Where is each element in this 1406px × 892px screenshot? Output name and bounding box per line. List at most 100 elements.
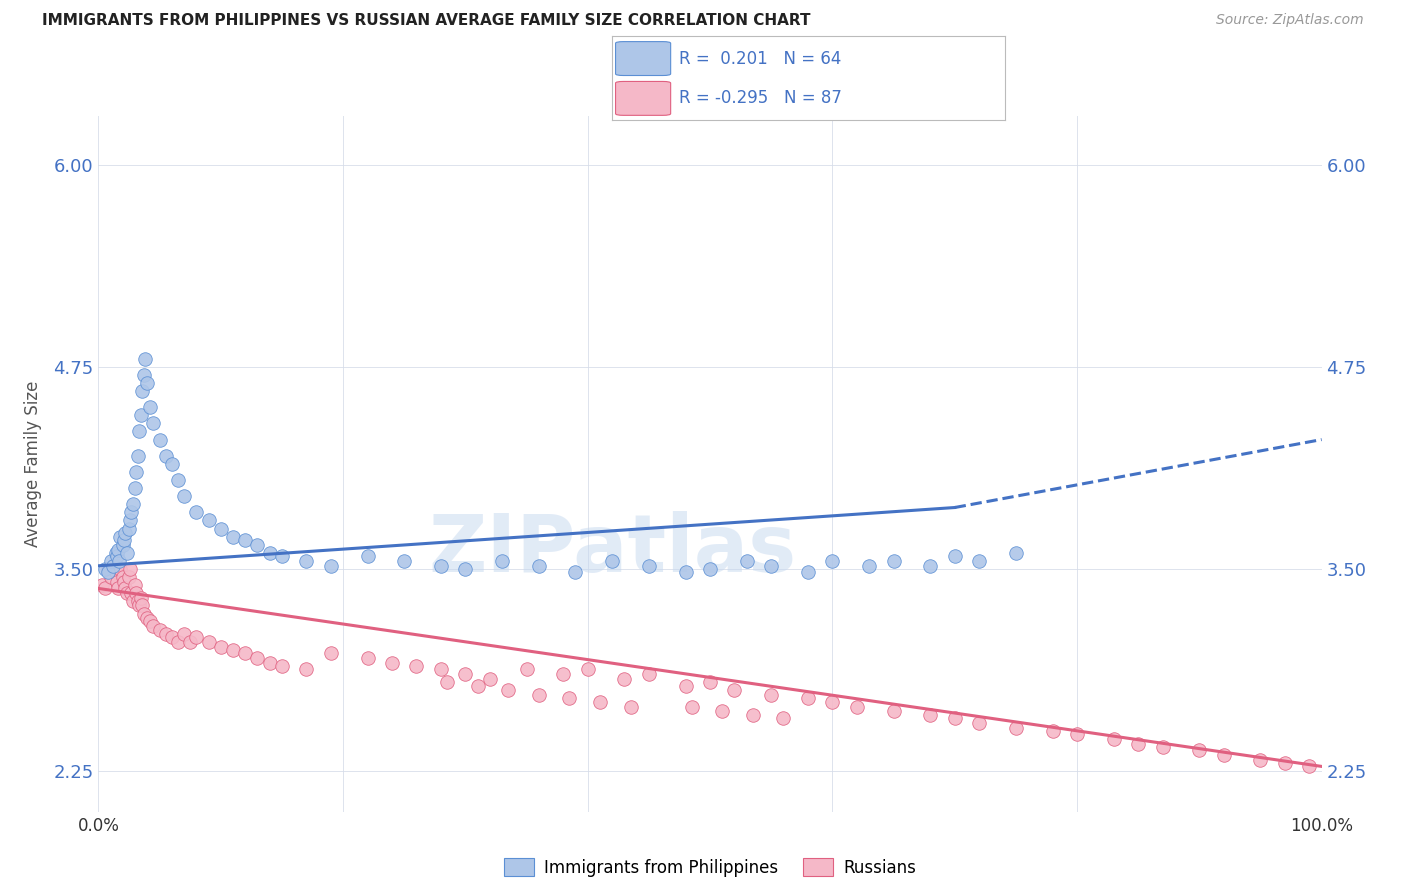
Point xyxy=(173,626,195,640)
Point xyxy=(1212,748,1234,763)
Point xyxy=(821,695,844,709)
FancyBboxPatch shape xyxy=(616,42,671,76)
Point xyxy=(222,530,245,544)
Point xyxy=(1004,546,1026,560)
Point xyxy=(209,522,232,536)
Point xyxy=(129,409,152,423)
Point xyxy=(108,554,131,568)
Point xyxy=(136,610,159,624)
Point xyxy=(454,667,477,681)
Point xyxy=(920,558,942,573)
Point xyxy=(222,643,245,657)
Point xyxy=(120,562,142,576)
Point xyxy=(356,651,378,665)
Point xyxy=(91,578,114,592)
Point xyxy=(430,558,453,573)
Point xyxy=(478,672,501,686)
Point xyxy=(1250,753,1272,767)
Point xyxy=(319,558,342,573)
Point xyxy=(233,533,256,547)
Point xyxy=(155,449,177,463)
Point xyxy=(356,549,378,563)
Point xyxy=(741,707,763,722)
Point xyxy=(405,659,427,673)
Point xyxy=(259,656,281,670)
Point xyxy=(967,554,990,568)
Point xyxy=(1274,756,1296,771)
Point xyxy=(558,691,581,706)
Point xyxy=(124,578,146,592)
Point xyxy=(209,640,232,654)
Point xyxy=(1042,723,1064,738)
Point xyxy=(101,558,124,573)
Point xyxy=(943,549,966,563)
Point xyxy=(115,546,138,560)
Point xyxy=(125,465,148,479)
Y-axis label: Average Family Size: Average Family Size xyxy=(24,381,42,547)
Point xyxy=(105,574,128,589)
Point xyxy=(638,667,661,681)
Point xyxy=(136,376,159,390)
Point xyxy=(319,646,342,660)
Text: IMMIGRANTS FROM PHILIPPINES VS RUSSIAN AVERAGE FAMILY SIZE CORRELATION CHART: IMMIGRANTS FROM PHILIPPINES VS RUSSIAN A… xyxy=(42,13,811,29)
Point xyxy=(467,679,489,693)
Point xyxy=(160,457,183,471)
Point xyxy=(197,635,219,649)
Point xyxy=(797,691,820,706)
Point xyxy=(295,554,318,568)
Point xyxy=(883,705,905,719)
Point xyxy=(619,699,641,714)
Point xyxy=(100,570,122,584)
Point xyxy=(496,683,519,698)
Point xyxy=(160,630,183,644)
Point xyxy=(132,368,155,382)
Point xyxy=(270,659,294,673)
Point xyxy=(120,513,142,527)
Point xyxy=(104,546,127,560)
Point xyxy=(121,594,143,608)
Point xyxy=(381,656,404,670)
Point xyxy=(104,566,127,580)
Point xyxy=(114,526,136,541)
Point xyxy=(967,715,990,730)
Point xyxy=(564,566,586,580)
Point xyxy=(1102,731,1125,746)
Point xyxy=(121,497,143,511)
Point xyxy=(197,513,219,527)
Point xyxy=(110,530,132,544)
Point xyxy=(155,626,177,640)
Point xyxy=(129,591,152,606)
Point xyxy=(638,558,661,573)
Point xyxy=(699,675,721,690)
Point xyxy=(920,707,942,722)
Point xyxy=(125,586,148,600)
Point xyxy=(735,554,758,568)
Point xyxy=(675,566,697,580)
Point xyxy=(761,558,783,573)
Point xyxy=(107,582,129,596)
Text: ZIPatlas: ZIPatlas xyxy=(427,510,796,589)
Point xyxy=(107,542,129,557)
Point xyxy=(295,662,318,676)
Point xyxy=(430,662,453,676)
Point xyxy=(128,425,150,439)
Point xyxy=(186,630,208,644)
Point xyxy=(711,705,734,719)
Point xyxy=(858,558,880,573)
Point xyxy=(392,554,416,568)
Point xyxy=(527,688,550,702)
Point xyxy=(105,549,128,563)
Point xyxy=(270,549,294,563)
Point xyxy=(761,688,783,702)
Point xyxy=(436,675,458,690)
Point xyxy=(139,401,162,415)
Point xyxy=(553,667,575,681)
Point xyxy=(681,699,703,714)
Point xyxy=(167,473,190,487)
Point xyxy=(127,594,149,608)
Point xyxy=(132,607,155,622)
Point xyxy=(124,481,146,495)
Point xyxy=(233,646,256,660)
Point xyxy=(589,695,612,709)
Point xyxy=(675,679,697,693)
